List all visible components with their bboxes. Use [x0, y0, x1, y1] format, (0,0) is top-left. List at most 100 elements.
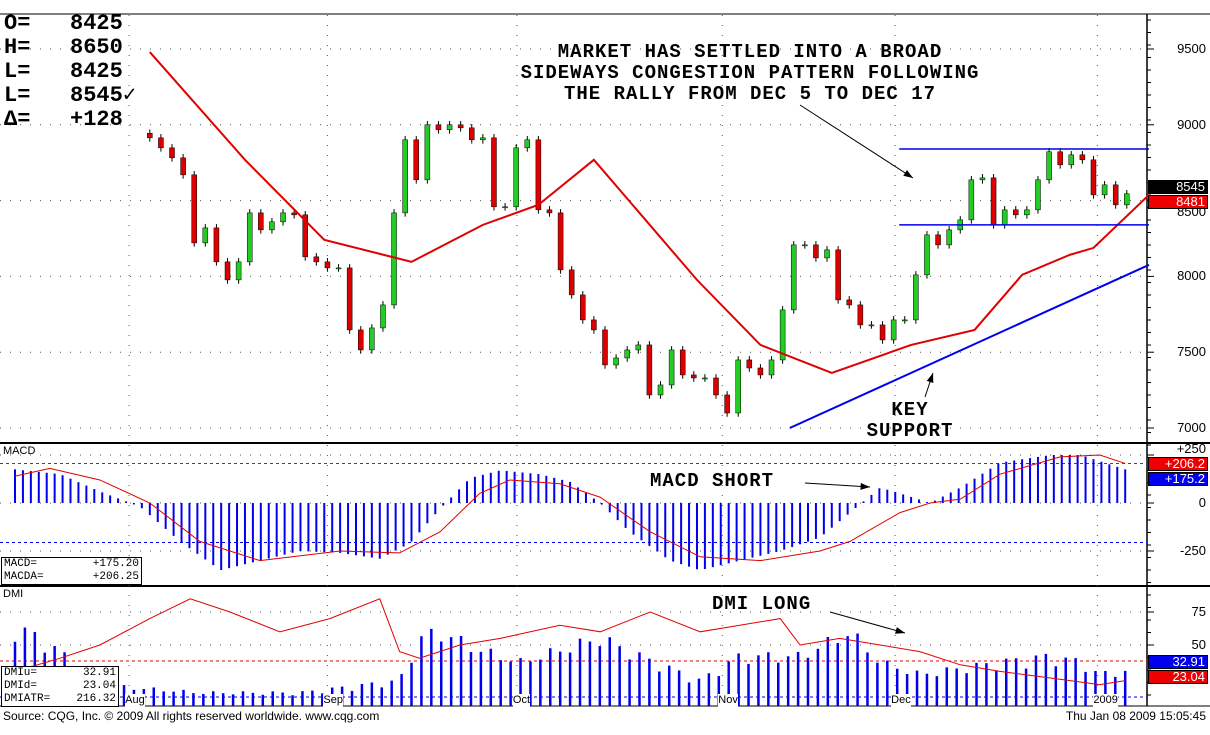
candle-body [613, 357, 619, 366]
x-tick-label: Aug [125, 694, 145, 707]
candle-body [235, 261, 242, 281]
candle-body [668, 349, 675, 386]
y-tick-label: -250 [1179, 543, 1206, 558]
candle-body [724, 394, 730, 414]
legend-value: 23.04 [82, 680, 116, 692]
candle-body [313, 256, 320, 263]
last-value-badge: +206.2 [1148, 457, 1208, 471]
y-tick-label: 7500 [1177, 344, 1206, 360]
candle-body [835, 249, 841, 301]
candle-body [979, 177, 986, 181]
legend-label: DMIATR= [4, 693, 51, 705]
candle-body [624, 349, 630, 359]
candle-body [435, 124, 442, 131]
candle-body [802, 244, 808, 247]
arrowhead-icon [926, 373, 934, 383]
macd-legend: MACD= +175.20 MACDA= +206.25 [1, 557, 142, 585]
candle-body [1112, 184, 1119, 206]
candle-body [524, 139, 531, 149]
y-tick-label: 50 [1191, 637, 1206, 652]
candle-body [768, 359, 775, 376]
candle-body [324, 261, 331, 269]
annotation-congestion: MARKET HAS SETTLED INTO A BROAD SIDEWAYS… [520, 41, 980, 105]
candle-body [657, 384, 664, 396]
candle-body [790, 244, 797, 311]
candle-body [1046, 151, 1052, 181]
candle-body [857, 304, 864, 326]
candle-body [469, 127, 475, 141]
candle-body [679, 349, 686, 376]
y-tick-label: +250 [1176, 441, 1206, 456]
annotation-dmi-long: DMI LONG [712, 593, 812, 615]
candle-body [202, 227, 209, 244]
high-value: H= 8650 [4, 35, 123, 60]
candle-body [1124, 193, 1130, 206]
arrowhead-icon [895, 627, 905, 634]
candle-body [868, 324, 875, 327]
candle-body [424, 124, 431, 181]
dmi-legend: DMIu= 32.91 DMId= 23.04 DMIATR= 216.32 [1, 666, 119, 707]
candle-body [1101, 184, 1108, 196]
x-tick-label: Oct [512, 694, 531, 707]
candle-body [380, 304, 386, 329]
arrowhead-icon [903, 170, 913, 178]
candle-body [335, 267, 342, 270]
candle-body [258, 212, 264, 231]
candle-body [535, 139, 542, 211]
candle-body [824, 249, 830, 259]
annotation-arrow [829, 611, 906, 634]
y-tick-label: 8000 [1177, 268, 1206, 284]
last-value-badge: 32.91 [1148, 655, 1208, 669]
candle-body [580, 294, 586, 321]
annotation-arrow [799, 104, 914, 179]
candle-body [946, 229, 952, 246]
candle-body [369, 327, 375, 351]
candle-body [713, 377, 719, 396]
candle-body [646, 344, 653, 396]
candle-body [1068, 154, 1075, 166]
y-tick-label: 75 [1191, 604, 1206, 619]
candle-body [591, 319, 597, 331]
candle-body [757, 367, 764, 376]
dmi-panel-title: DMI [3, 588, 24, 600]
legend-value: +206.25 [92, 571, 139, 583]
legend-label: MACDA= [4, 571, 44, 583]
y-tick-label: 0 [1198, 495, 1206, 510]
candle-body [480, 137, 486, 141]
candle-body [546, 209, 553, 214]
candle-body [357, 329, 364, 351]
annotation-macd-short: MACD SHORT [650, 470, 775, 492]
last-value-badge: +175.2 [1148, 472, 1208, 486]
candle-body [291, 212, 297, 216]
candle-body [224, 261, 231, 281]
legend-label: MACD= [4, 558, 38, 570]
arrowhead-icon [860, 483, 870, 490]
candle-body [457, 124, 464, 129]
candle-body [402, 139, 408, 214]
candle-body [557, 212, 564, 271]
candle-body [1024, 209, 1030, 216]
candle-body [635, 344, 642, 351]
candle-body [913, 274, 919, 321]
candle-body [269, 221, 275, 231]
annotation-key-support: KEY SUPPORT [866, 399, 954, 442]
moving-average-line [149, 51, 1150, 375]
candle-body [446, 124, 453, 131]
candle-body [968, 179, 975, 221]
last-value-badge: 8545 [1148, 180, 1208, 194]
candle-body [879, 324, 886, 341]
candle-body [246, 212, 253, 263]
x-tick-label: Sep [323, 694, 343, 707]
legend-value: 32.91 [82, 667, 116, 679]
candle-body [1090, 159, 1097, 196]
legend-label: DMIu= [4, 667, 38, 679]
x-tick-label: Nov [718, 694, 738, 707]
candle-body [935, 234, 941, 246]
last-value: L= 8545✓ [4, 83, 137, 108]
candle-body [890, 319, 897, 341]
last-value-badge: 8481 [1148, 195, 1208, 209]
candle-body [924, 234, 930, 276]
annotation-arrow [804, 482, 871, 488]
candle-body [779, 309, 786, 361]
